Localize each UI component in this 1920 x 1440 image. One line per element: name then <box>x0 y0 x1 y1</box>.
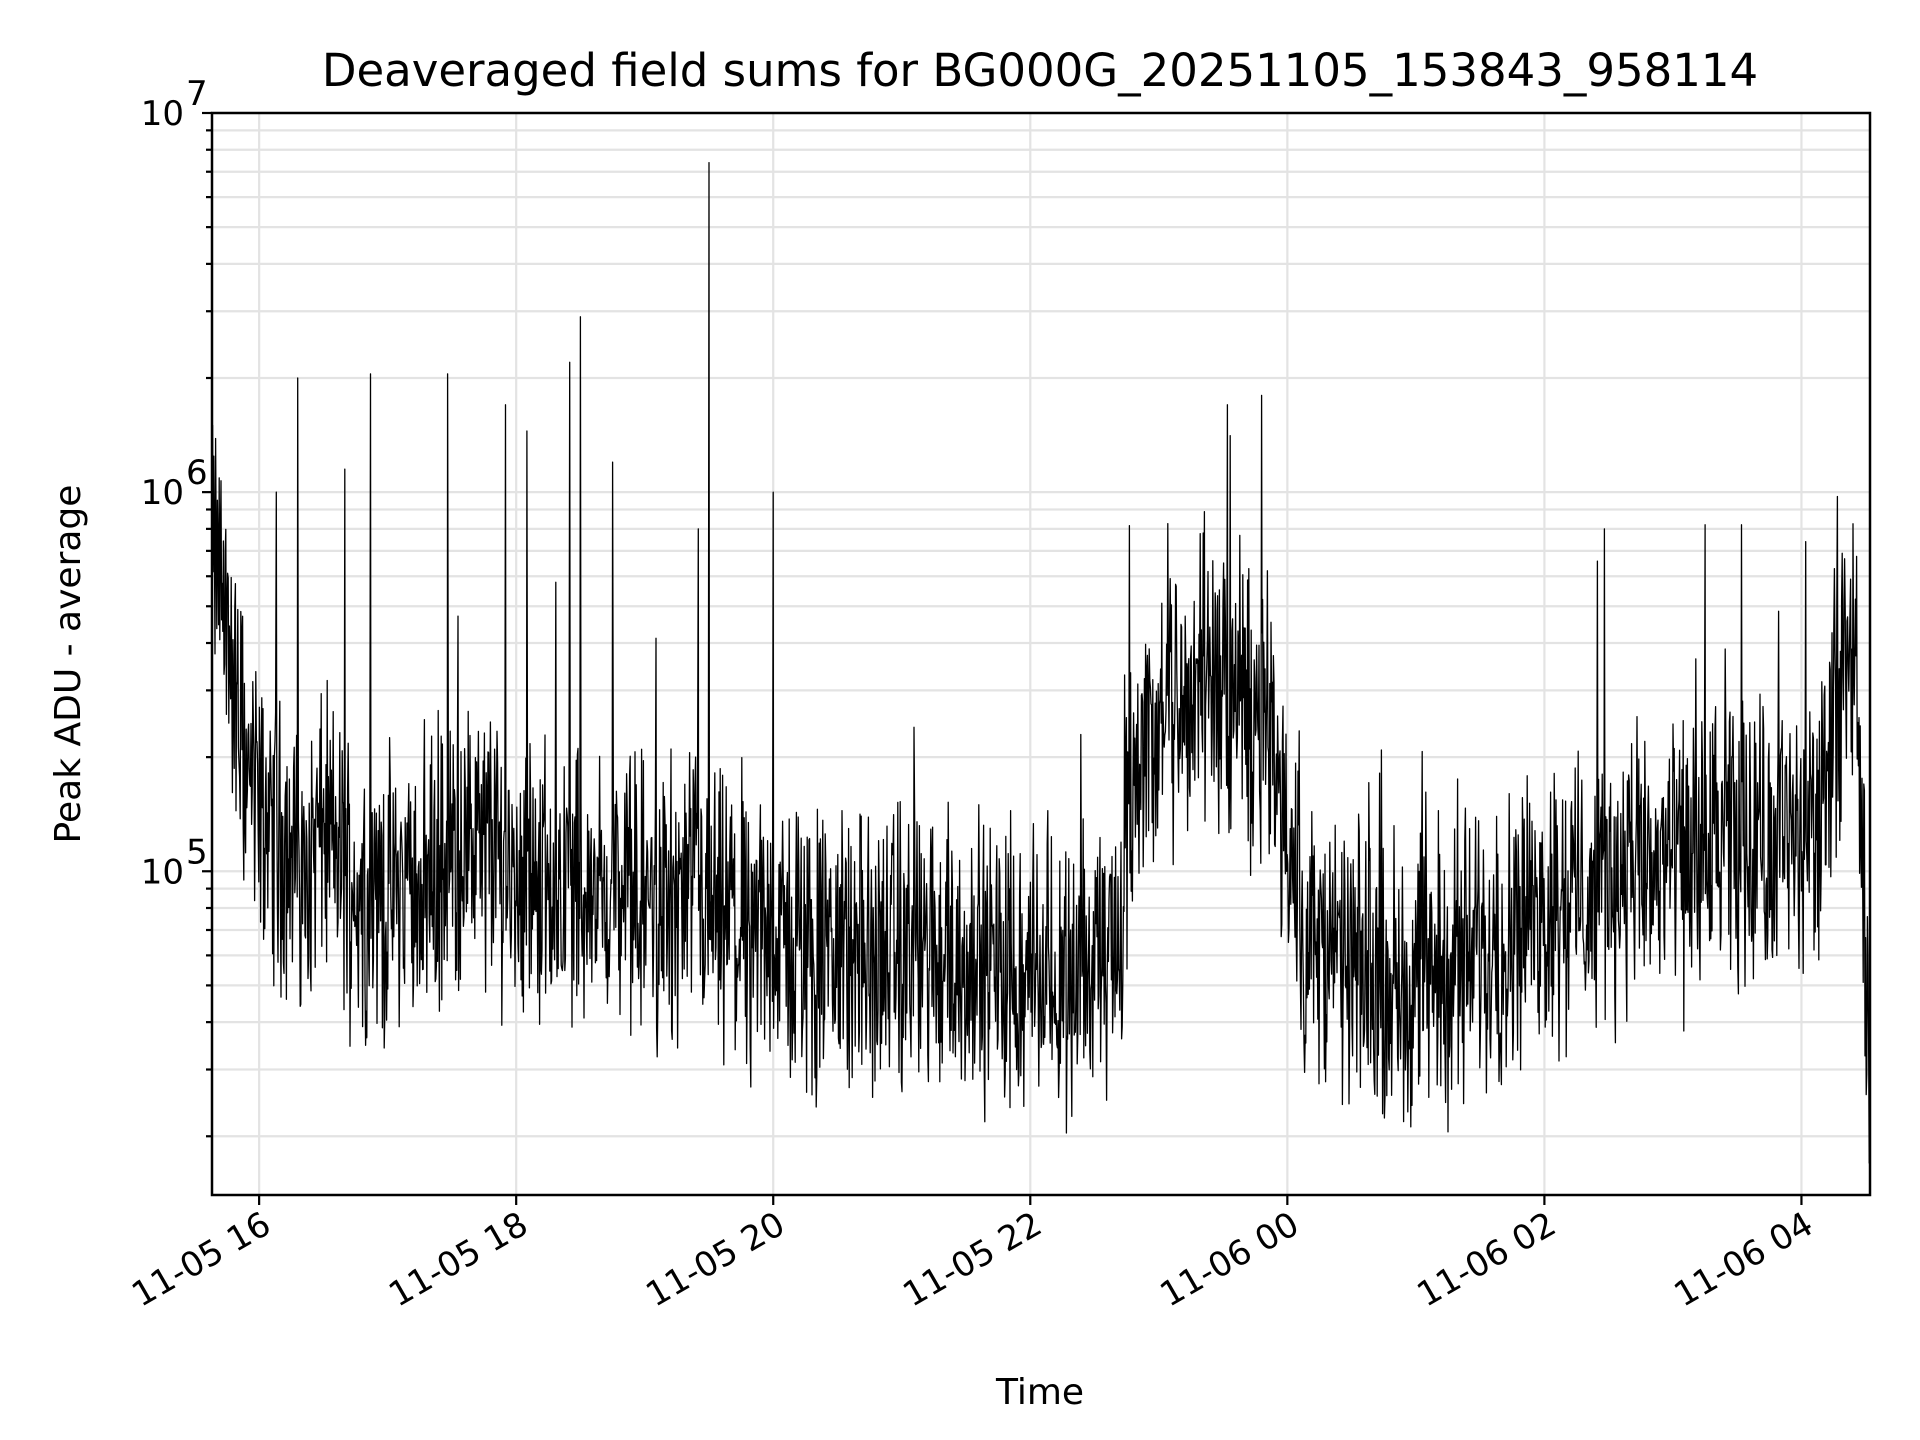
chart-title: Deaveraged field sums for BG000G_2025110… <box>322 44 1758 97</box>
plot-frame <box>210 111 1872 1197</box>
y-tick-label: 10 <box>141 852 184 892</box>
y-axis-label: Peak ADU - average <box>48 485 89 844</box>
y-tick-exponent: 7 <box>186 74 208 114</box>
y-tick-base: 10 <box>141 852 184 892</box>
y-tick-label: 10 <box>141 94 184 134</box>
y-tick-label: 10 <box>141 473 184 513</box>
series-line <box>211 161 1871 1164</box>
y-tick-base: 10 <box>141 94 184 134</box>
y-tick-exponent: 6 <box>186 453 208 493</box>
series-layer <box>211 161 1871 1164</box>
x-axis-label: Time <box>995 1372 1084 1413</box>
y-tick-base: 10 <box>141 473 184 513</box>
grid <box>212 111 1870 1195</box>
y-tick-exponent: 5 <box>186 832 208 872</box>
